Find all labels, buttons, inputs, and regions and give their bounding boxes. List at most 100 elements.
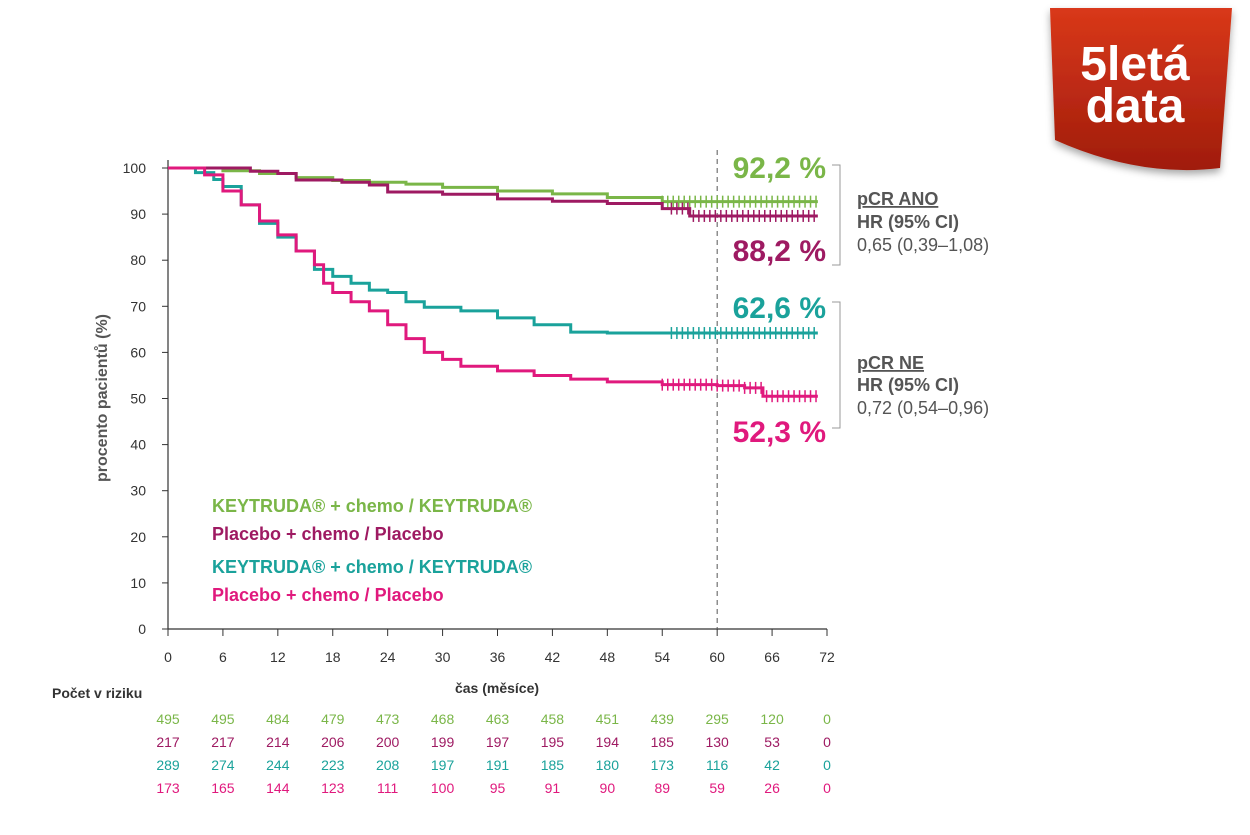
risk-table: 495 495 484 479 473 468 463 458 451 439 295 120 0217… xyxy=(156,711,831,796)
risk-cell: 123 xyxy=(321,780,345,796)
x-tick-label: 6 xyxy=(219,649,227,665)
legend-entry-4: Placebo + chemo / Placebo xyxy=(212,585,444,605)
five-year-badge: 5letá data xyxy=(1050,8,1232,171)
series-line-4 xyxy=(168,166,818,398)
series-line-1 xyxy=(168,166,818,204)
risk-cell: 191 xyxy=(486,757,510,773)
y-axis-label: procento pacientů (%) xyxy=(94,314,111,482)
end-label-placebo-pcr-no: 52,3 % xyxy=(733,416,826,449)
risk-cell: 165 xyxy=(211,780,235,796)
x-tick-label: 24 xyxy=(380,649,396,665)
risk-cell: 173 xyxy=(651,757,675,773)
risk-cell: 89 xyxy=(654,780,670,796)
axes: 0 10 20 30 40 50 60 70 80 90 100 0 6 12 18 24 30 36 42 48 54… xyxy=(123,150,835,665)
y-tick-label: 100 xyxy=(123,160,147,176)
end-label-keytruda-pcr-yes: 92,2 % xyxy=(733,152,826,185)
risk-cell: 0 xyxy=(823,757,831,773)
risk-cell: 473 xyxy=(376,711,400,727)
risk-cell: 495 xyxy=(156,711,180,727)
x-axis-label: čas (měsíce) xyxy=(455,680,539,696)
y-tick-label: 50 xyxy=(130,391,146,407)
risk-cell: 53 xyxy=(764,734,780,750)
group-brackets xyxy=(832,164,841,429)
risk-cell: 197 xyxy=(431,757,455,773)
risk-cell: 217 xyxy=(156,734,180,750)
risk-cell: 439 xyxy=(651,711,675,727)
series-line-2 xyxy=(168,166,818,218)
y-tick-label: 0 xyxy=(138,621,146,637)
badge-line-1: 5letá xyxy=(1080,38,1190,91)
risk-cell: 194 xyxy=(596,734,620,750)
x-tick-label: 66 xyxy=(764,649,780,665)
y-tick-label: 20 xyxy=(130,529,146,545)
series-layer xyxy=(168,166,818,403)
risk-cell: 185 xyxy=(541,757,565,773)
group-pcr-yes-title: pCR ANO xyxy=(857,189,938,209)
x-tick-label: 0 xyxy=(164,649,172,665)
risk-cell: 463 xyxy=(486,711,510,727)
x-tick-label: 48 xyxy=(600,649,616,665)
risk-cell: 217 xyxy=(211,734,235,750)
risk-cell: 90 xyxy=(600,780,616,796)
risk-cell: 195 xyxy=(541,734,565,750)
y-tick-label: 30 xyxy=(130,483,146,499)
censor-marks-3 xyxy=(670,327,815,340)
risk-cell: 111 xyxy=(377,780,398,796)
risk-cell: 244 xyxy=(266,757,290,773)
risk-cell: 59 xyxy=(709,780,725,796)
y-tick-label: 90 xyxy=(130,206,146,222)
risk-cell: 130 xyxy=(705,734,729,750)
risk-cell: 42 xyxy=(764,757,780,773)
x-tick-label: 54 xyxy=(654,649,670,665)
y-tick-label: 10 xyxy=(130,575,146,591)
end-label-keytruda-pcr-no: 62,6 % xyxy=(733,292,826,325)
x-tick-label: 42 xyxy=(545,649,561,665)
censor-marks-4 xyxy=(661,378,817,403)
risk-table-title: Počet v riziku xyxy=(52,685,142,701)
risk-cell: 199 xyxy=(431,734,455,750)
legend-entry-3: KEYTRUDA® + chemo / KEYTRUDA® xyxy=(212,557,532,577)
risk-cell: 479 xyxy=(321,711,345,727)
risk-cell: 116 xyxy=(706,757,729,773)
risk-row-3: 289 274 244 223 208 197 191 185 180 173 116 42 0 xyxy=(156,757,831,773)
risk-cell: 185 xyxy=(651,734,675,750)
group-pcr-no: pCR NE HR (95% CI) 0,72 (0,54–0,96) xyxy=(857,353,989,418)
risk-cell: 274 xyxy=(211,757,235,773)
badge-line-2: data xyxy=(1086,80,1185,133)
x-tick-label: 18 xyxy=(325,649,341,665)
legend-entry-2: Placebo + chemo / Placebo xyxy=(212,524,444,544)
group-pcr-yes-hr-label: HR (95% CI) xyxy=(857,212,959,232)
risk-cell: 495 xyxy=(211,711,235,727)
censor-marks-2 xyxy=(670,202,815,222)
x-tick-label: 30 xyxy=(435,649,451,665)
risk-cell: 200 xyxy=(376,734,400,750)
risk-cell: 214 xyxy=(266,734,290,750)
risk-cell: 0 xyxy=(823,734,831,750)
risk-cell: 91 xyxy=(545,780,561,796)
series-line-3 xyxy=(168,166,818,335)
risk-cell: 208 xyxy=(376,757,400,773)
end-labels: 92,2 % 88,2 % 62,6 % 52,3 % xyxy=(733,152,826,449)
x-tick-label: 60 xyxy=(709,649,725,665)
risk-cell: 144 xyxy=(266,780,290,796)
risk-cell: 223 xyxy=(321,757,345,773)
x-tick-label: 12 xyxy=(270,649,286,665)
group-pcr-no-title: pCR NE xyxy=(857,353,924,373)
risk-cell: 206 xyxy=(321,734,345,750)
risk-cell: 95 xyxy=(490,780,506,796)
risk-cell: 26 xyxy=(764,780,780,796)
risk-cell: 458 xyxy=(541,711,565,727)
risk-cell: 180 xyxy=(596,757,620,773)
y-tick-label: 80 xyxy=(130,252,146,268)
group-pcr-no-hr-value: 0,72 (0,54–0,96) xyxy=(857,398,989,418)
risk-cell: 451 xyxy=(596,711,620,727)
x-tick-label: 36 xyxy=(490,649,506,665)
risk-cell: 173 xyxy=(156,780,180,796)
risk-cell: 289 xyxy=(156,757,180,773)
risk-row-2: 217 217 214 206 200 199 197 195 194 185 130 53 0 xyxy=(156,734,831,750)
risk-cell: 120 xyxy=(760,711,784,727)
risk-cell: 484 xyxy=(266,711,290,727)
risk-cell: 100 xyxy=(431,780,455,796)
censor-marks-1 xyxy=(661,195,817,208)
risk-cell: 0 xyxy=(823,711,831,727)
